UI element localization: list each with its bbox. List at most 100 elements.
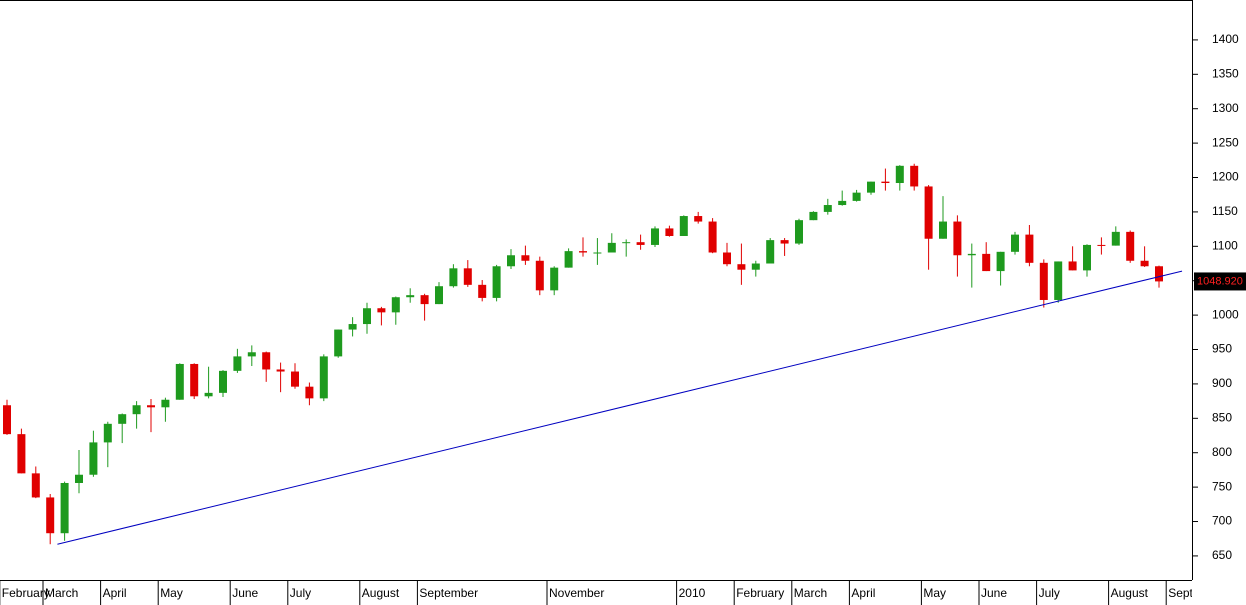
candle-body	[420, 295, 429, 305]
candle-body	[132, 405, 141, 415]
x-tick-label: February	[2, 586, 50, 600]
candle-body	[305, 386, 314, 399]
candle-body	[579, 251, 587, 253]
candle-body	[953, 221, 962, 256]
candle-body	[607, 242, 616, 253]
candle-body	[867, 181, 875, 193]
y-tick-label: 850	[1212, 410, 1232, 424]
y-tick-label: 800	[1212, 445, 1232, 459]
candle-body	[46, 497, 55, 534]
candle-body	[1140, 260, 1149, 267]
candle-body	[1111, 231, 1120, 246]
candle-body	[795, 220, 803, 244]
candle-body	[31, 473, 40, 498]
y-tick-label: 650	[1212, 548, 1232, 562]
x-tick-label: 2010	[679, 586, 706, 600]
candle-body	[147, 405, 155, 408]
candle-body	[406, 295, 415, 298]
candle-body	[737, 264, 746, 270]
candle-body	[3, 405, 11, 435]
x-tick-label: June	[232, 586, 258, 600]
candle-body	[881, 181, 890, 184]
candle-body	[766, 240, 775, 264]
candle-body	[377, 308, 386, 313]
candle-body	[276, 369, 285, 372]
y-tick-label: 1150	[1212, 204, 1238, 218]
candle-body	[204, 392, 213, 397]
candle-body	[679, 216, 688, 236]
candle-body	[175, 363, 184, 400]
last-price-label: 1048.920	[1197, 275, 1243, 287]
candle-body	[1025, 234, 1034, 263]
candle-body	[1083, 244, 1091, 271]
candle-body	[478, 284, 487, 298]
candle-body	[1155, 266, 1163, 282]
candle-body	[247, 352, 256, 357]
candle-body	[89, 442, 98, 475]
y-tick-label: 900	[1212, 376, 1232, 390]
y-tick-label: 1250	[1212, 135, 1239, 149]
candle-body	[521, 255, 530, 261]
candle-body	[780, 240, 789, 244]
candle-body	[118, 414, 127, 424]
candle-body	[1054, 261, 1063, 300]
candle-body	[449, 268, 458, 287]
candle-body	[190, 363, 199, 397]
candle-body	[291, 371, 299, 387]
x-tick-label: July	[290, 586, 311, 600]
axis-area: 6507007508008509009501000105011001150120…	[1192, 32, 1246, 562]
x-tick-label: April	[103, 586, 127, 600]
candle-body	[1011, 234, 1019, 252]
x-tick-label: July	[1039, 586, 1060, 600]
candle-body	[723, 252, 731, 265]
candle-body	[1039, 262, 1048, 300]
candle-body	[463, 268, 472, 285]
candle-body	[1097, 244, 1106, 246]
candle-body	[910, 165, 919, 187]
y-tick-label: 1000	[1212, 307, 1239, 321]
candle-body	[492, 266, 501, 298]
candle-body	[708, 221, 717, 253]
candle-body	[895, 165, 904, 184]
candle-body	[363, 308, 371, 325]
candle-body	[319, 356, 328, 399]
candle-body	[507, 255, 515, 267]
last-price-box	[1194, 272, 1246, 291]
candle-body	[823, 205, 832, 212]
x-tick-label: September	[419, 586, 478, 600]
candle-body	[694, 216, 703, 222]
candle-body	[348, 324, 357, 330]
y-tick-label: 1350	[1212, 66, 1239, 80]
candle-body	[550, 267, 559, 291]
candle-body	[391, 297, 400, 313]
y-tick-label: 1200	[1212, 170, 1239, 184]
candle-body	[535, 260, 544, 291]
y-tick-label: 1100	[1212, 238, 1238, 252]
candle-body	[161, 399, 170, 408]
y-tick-label: 1400	[1212, 32, 1239, 46]
candle-body	[651, 228, 659, 245]
candle-body	[838, 200, 847, 206]
x-tick-label: May	[923, 586, 946, 600]
candle-body	[233, 356, 242, 371]
y-tick-label: 950	[1212, 342, 1232, 356]
candle-body	[17, 434, 26, 474]
candle-body	[219, 370, 227, 393]
candle-body	[751, 263, 760, 270]
x-tick-label: June	[981, 586, 1007, 600]
candle-body	[982, 253, 991, 272]
candle-body	[809, 211, 818, 221]
candle-body	[262, 352, 271, 370]
candle-body	[852, 192, 861, 201]
x-tick-label: May	[160, 586, 183, 600]
x-tick-label: March	[45, 586, 78, 600]
x-tick-label: April	[851, 586, 875, 600]
candle-body	[1068, 261, 1077, 271]
candle-body	[636, 242, 645, 245]
x-tick-label: March	[794, 586, 827, 600]
x-tick-label: September	[1168, 586, 1227, 600]
y-tick-label: 750	[1212, 479, 1232, 493]
